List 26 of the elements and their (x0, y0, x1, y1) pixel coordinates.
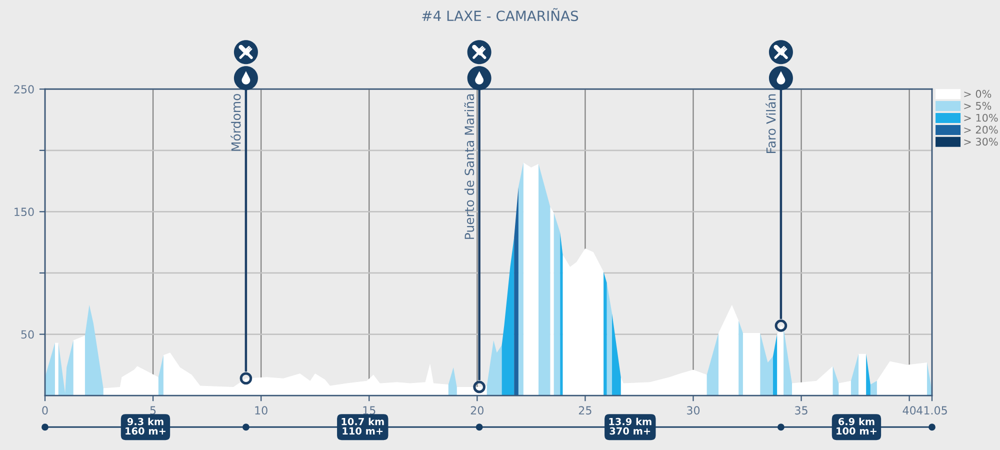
x-tick-label: 25 (578, 406, 592, 415)
x-tick-label: 0 (42, 406, 48, 415)
legend-label: > 0% (964, 90, 992, 98)
legend-label: > 20% (964, 126, 998, 134)
x-tick-label: 30 (687, 406, 700, 415)
x-tick-label: 35 (795, 406, 808, 415)
x-tick-label: 40 (902, 406, 916, 415)
x-tick-label: 15 (363, 406, 376, 415)
x-tick-label: 41.05 (916, 406, 947, 415)
x-tick-label: 5 (150, 406, 156, 415)
y-tick-label: 150 (14, 208, 34, 216)
ref-line-label: Puerto de Santa Mariña (464, 94, 474, 239)
x-tick-label: 20 (470, 406, 484, 415)
legend-label: > 10% (964, 114, 998, 122)
chart-title: #4 LAXE - CAMARIÑAS (422, 8, 578, 22)
ref-line-label: Mórdomo (230, 94, 241, 151)
legend-label: > 5% (964, 102, 992, 110)
y-tick-label: 50 (21, 330, 34, 339)
text: 9.3 km 160 m+ (126, 418, 166, 435)
x-tick-label: 10 (255, 406, 268, 415)
text: 6.9 km 100 m+ (836, 418, 876, 435)
ref-line-label: Faro Vilán (766, 94, 776, 154)
text: 13.9 km 370 m+ (609, 418, 652, 435)
text: 10.7 km 110 m+ (342, 418, 384, 435)
y-tick-label: 250 (14, 85, 34, 94)
legend-label: > 30% (964, 138, 998, 146)
